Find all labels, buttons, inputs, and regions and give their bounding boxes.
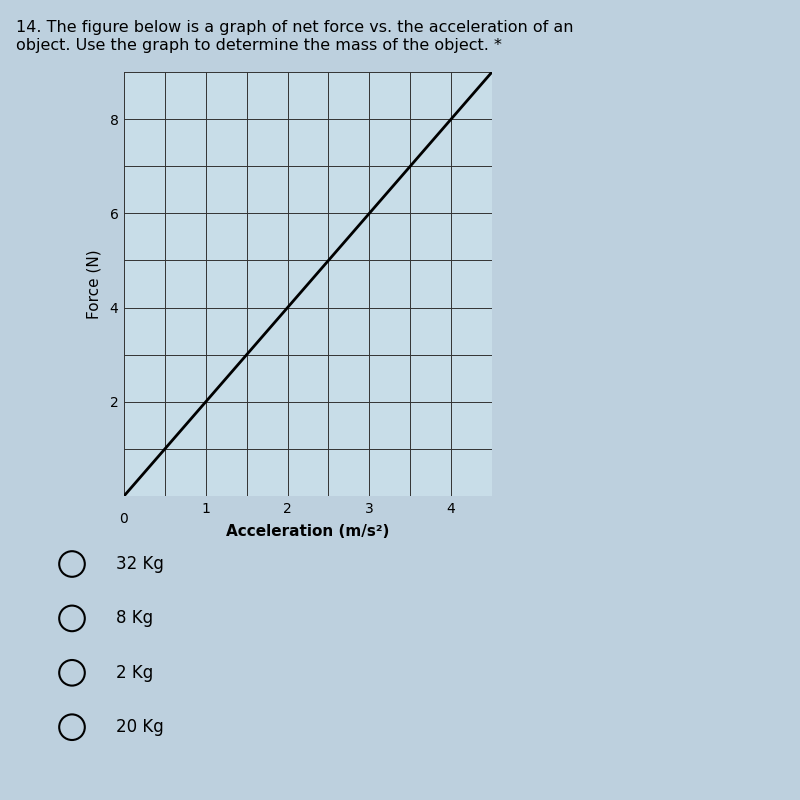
X-axis label: Acceleration (m/s²): Acceleration (m/s²): [226, 524, 390, 539]
Text: 0: 0: [120, 513, 128, 526]
Text: 14. The figure below is a graph of net force vs. the acceleration of an: 14. The figure below is a graph of net f…: [16, 20, 574, 35]
Text: 20 Kg: 20 Kg: [116, 718, 164, 736]
Text: 2 Kg: 2 Kg: [116, 664, 154, 682]
Text: 8 Kg: 8 Kg: [116, 610, 153, 627]
Y-axis label: Force (N): Force (N): [86, 249, 102, 319]
Text: 32 Kg: 32 Kg: [116, 555, 164, 573]
Text: object. Use the graph to determine the mass of the object. *: object. Use the graph to determine the m…: [16, 38, 502, 53]
